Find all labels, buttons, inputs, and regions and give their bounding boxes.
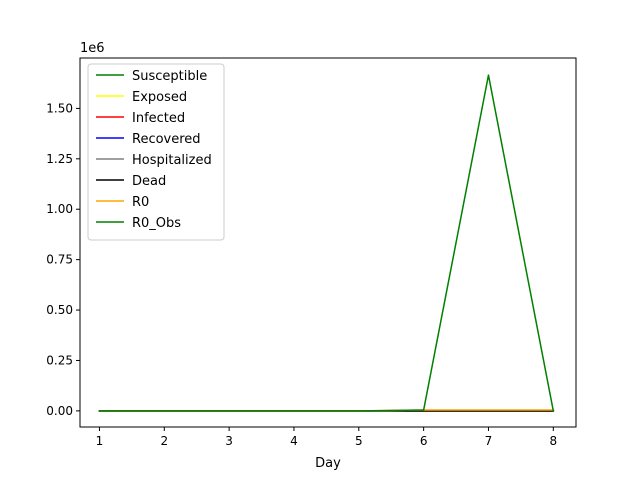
legend-label: Susceptible xyxy=(132,69,207,84)
x-axis-label: Day xyxy=(315,456,341,471)
x-tick-label: 4 xyxy=(290,434,298,448)
y-tick-label: 0.00 xyxy=(46,404,73,418)
x-axis: 1 2 3 4 5 6 7 8 xyxy=(96,427,557,448)
series-line-r0-obs xyxy=(98,74,555,412)
y-tick-label: 1.50 xyxy=(46,101,73,115)
x-tick-label: 3 xyxy=(225,434,233,448)
legend-label: Recovered xyxy=(132,132,201,147)
legend-label: Infected xyxy=(132,111,185,126)
x-tick-label: 2 xyxy=(160,434,168,448)
series-layer xyxy=(98,74,555,412)
x-tick-label: 8 xyxy=(549,434,557,448)
y-tick-label: 1.25 xyxy=(46,152,73,166)
legend: Susceptible Exposed Infected Recovered Hospi… xyxy=(87,63,225,241)
y-axis: 0.00 0.25 0.50 0.75 1.00 1.25 1.50 xyxy=(46,101,80,418)
legend-label: Dead xyxy=(132,174,166,189)
y-tick-label: 0.75 xyxy=(46,253,73,267)
y-offset-label: 1e6 xyxy=(80,41,105,56)
legend-label: Exposed xyxy=(132,90,187,105)
x-tick-label: 6 xyxy=(420,434,428,448)
y-tick-label: 1.00 xyxy=(46,202,73,216)
plot-frame xyxy=(79,57,577,428)
legend-label: Hospitalized xyxy=(132,153,212,168)
y-tick-label: 0.25 xyxy=(46,353,73,367)
legend-label: R0 xyxy=(132,195,149,210)
legend-box xyxy=(87,63,225,241)
y-tick-label: 0.50 xyxy=(46,303,73,317)
x-tick-label: 5 xyxy=(355,434,363,448)
x-tick-label: 1 xyxy=(96,434,104,448)
x-tick-label: 7 xyxy=(485,434,493,448)
legend-label: R0_Obs xyxy=(132,216,181,231)
